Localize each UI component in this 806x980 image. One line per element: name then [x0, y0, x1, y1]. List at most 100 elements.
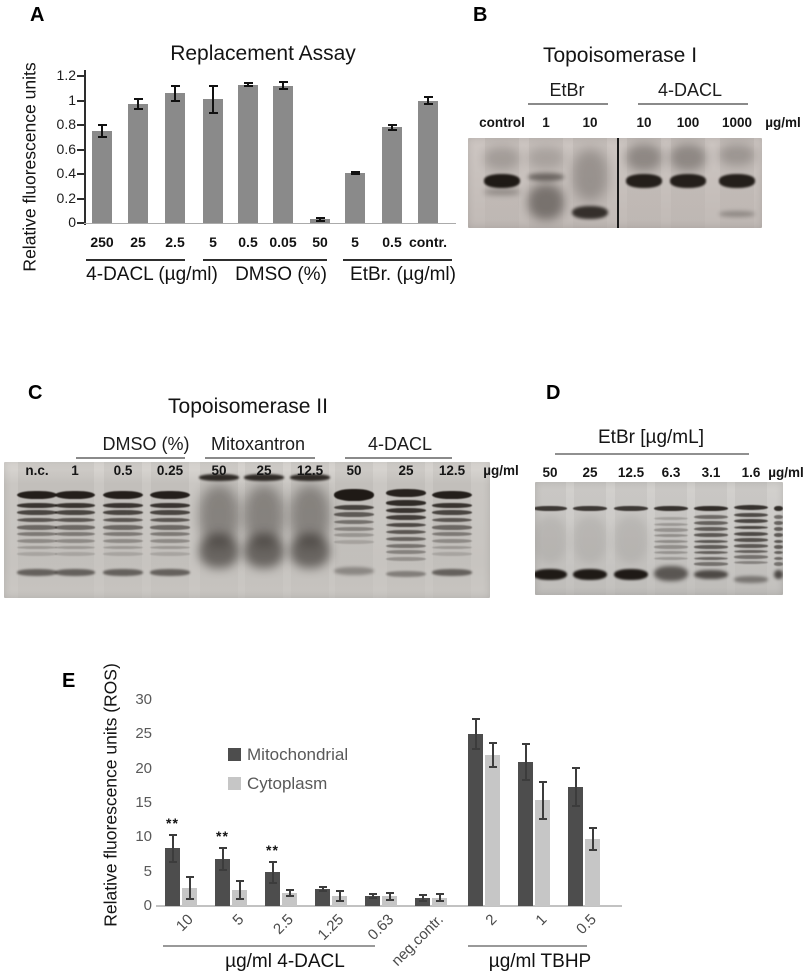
panel-a-letter: A: [30, 4, 45, 26]
gel-lane: [535, 482, 567, 595]
gel-band: [734, 537, 768, 542]
a-group-underline: [203, 259, 327, 261]
error-bar-cap: [235, 880, 244, 883]
bar: [165, 93, 185, 223]
significance-marker: **: [266, 842, 279, 859]
error-bar: [524, 743, 527, 780]
gel-band: [573, 505, 607, 511]
gel-band: [432, 552, 472, 556]
error-bar: [388, 892, 391, 900]
gel-band: [432, 545, 472, 550]
gel-lane-label: 25: [582, 465, 598, 480]
gel-band: [774, 556, 783, 560]
error-bar-cap: [423, 95, 433, 98]
a-group-label: DMSO (%): [235, 264, 327, 285]
gel-band: [244, 534, 284, 569]
significance-marker: **: [166, 814, 179, 831]
gel-band: [386, 536, 426, 541]
bar: [238, 84, 258, 223]
bar: [418, 100, 438, 223]
gel-band: [774, 570, 783, 580]
gel-band: [432, 510, 472, 516]
gel-lane: [150, 462, 190, 598]
gel-band: [55, 510, 95, 516]
gel-band: [199, 474, 239, 482]
a-y-tick-mark: [77, 197, 84, 200]
gel-band: [103, 532, 143, 537]
error-bar: [137, 99, 139, 110]
e-x-tick-label-text: 0.63: [364, 911, 398, 944]
bar: [585, 838, 600, 906]
gel-band: [334, 566, 374, 575]
gel-band: [484, 147, 520, 171]
gel-band: [103, 525, 143, 530]
gel-lane-label: n.c.: [25, 463, 49, 478]
gel-band: [150, 517, 190, 523]
gel-lane-label: 3.1: [701, 465, 721, 480]
gel-lane: [386, 462, 426, 598]
gel-band: [55, 538, 95, 543]
gel-group-underline: [345, 457, 452, 459]
gel-band: [150, 532, 190, 537]
error-bar-cap: [318, 885, 327, 888]
legend-swatch: [228, 748, 241, 761]
gel-band: [386, 570, 426, 577]
error-bar: [238, 881, 241, 900]
error-bar-cap: [168, 861, 177, 864]
panel-a-title: Replacement Assay: [170, 42, 356, 65]
error-bar-cap: [471, 748, 480, 751]
gel-band: [334, 489, 374, 502]
gel-band: [55, 490, 95, 500]
gel-group-label: 4-DACL: [657, 80, 723, 100]
error-bar: [101, 125, 103, 138]
e-y-tick-label: 20: [135, 759, 152, 777]
error-bar-cap: [133, 108, 143, 111]
a-group-label: EtBr. (µg/ml): [350, 264, 456, 285]
gel-band: [103, 569, 143, 577]
panel-b-unit-label: µg/ml: [765, 115, 801, 130]
a-y-tick-mark: [77, 222, 84, 224]
gel-band: [694, 539, 728, 544]
panel-c-letter: C: [28, 382, 43, 404]
gel-band: [573, 515, 607, 564]
a-y-tick-label: 0: [68, 214, 76, 230]
gel-band: [150, 538, 190, 543]
gel-lane-label: 1: [542, 115, 550, 130]
error-bar-cap: [315, 219, 325, 222]
gel-band: [17, 552, 57, 556]
gel-band: [614, 505, 648, 511]
gel-lane: [614, 482, 648, 595]
gel-band: [290, 534, 330, 569]
gel-band: [719, 174, 755, 188]
e-x-tick-label-text: 5: [229, 911, 248, 929]
gel-band: [734, 525, 768, 530]
error-bar: [371, 893, 374, 898]
bar: [315, 888, 330, 906]
error-bar-cap: [170, 84, 180, 87]
gel-lane: [573, 482, 607, 595]
gel-image: [4, 462, 490, 598]
gel-band: [432, 532, 472, 537]
gel-band: [432, 517, 472, 523]
error-bar-cap: [588, 826, 597, 829]
gel-lane-label: control: [479, 115, 525, 130]
error-bar-cap: [488, 742, 497, 745]
error-bar-cap: [350, 173, 360, 175]
gel-band: [290, 474, 330, 482]
gel-image: [535, 482, 783, 595]
e-y-tick-label: 10: [135, 828, 152, 846]
gel-lane: [528, 138, 564, 228]
error-bar: [174, 85, 176, 101]
error-bar-cap: [418, 899, 427, 902]
a-y-tick-mark: [77, 75, 84, 77]
bar: [365, 895, 380, 906]
error-bar: [541, 781, 544, 819]
bar: [535, 800, 550, 906]
error-bar: [188, 877, 191, 900]
gel-band: [386, 550, 426, 555]
gel-band: [774, 533, 783, 538]
gel-band: [386, 500, 426, 506]
error-bar: [491, 743, 494, 767]
gel-lane: [103, 462, 143, 598]
gel-band: [528, 183, 564, 220]
